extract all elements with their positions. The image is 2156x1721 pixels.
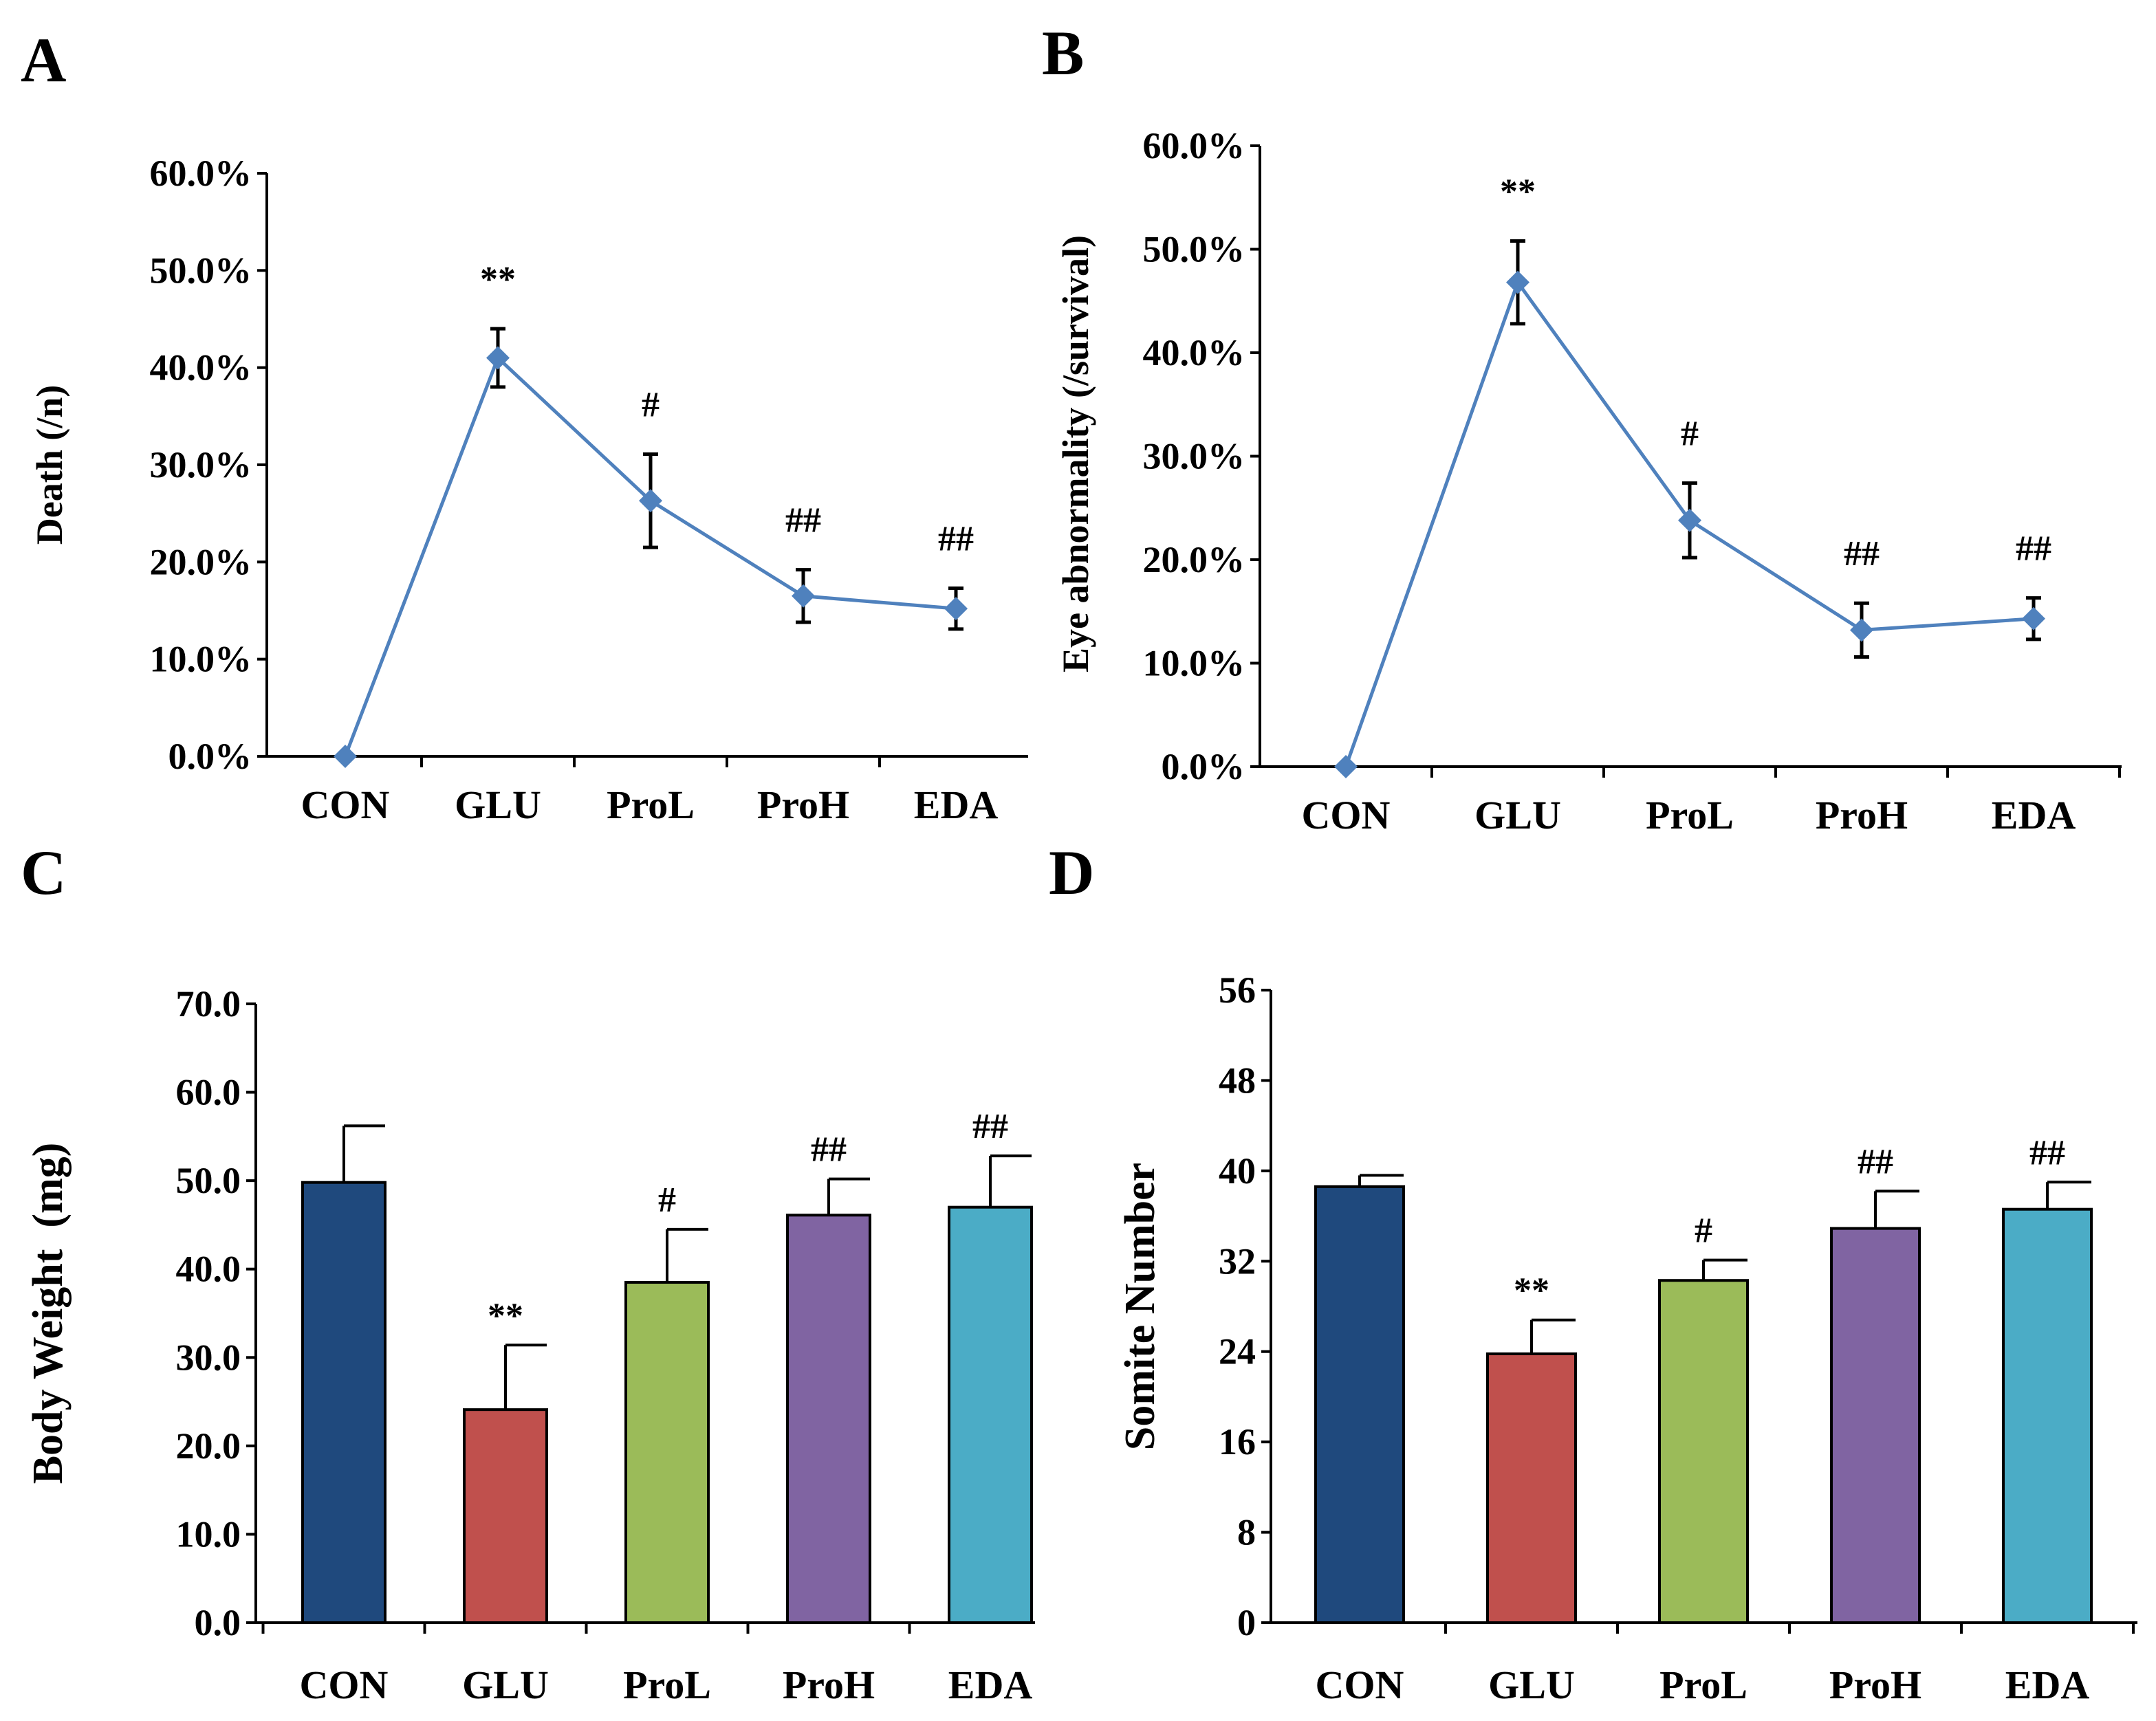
significance-label: ##: [2016, 529, 2051, 569]
bar-proh: [1830, 1227, 1921, 1624]
data-point-proh: [1850, 618, 1873, 642]
x-tick-label-eda: EDA: [948, 1663, 1033, 1707]
data-point-eda: [944, 597, 968, 621]
significance-label: **: [488, 1296, 523, 1335]
y-tick-label: 0.0%: [1162, 746, 1245, 787]
significance-label: #: [1681, 415, 1699, 454]
y-axis-title: Death (/n): [29, 385, 70, 545]
significance-label: ##: [972, 1107, 1008, 1146]
chart-a: 0.0% 10.0% 20.0% 30.0% 40.0% 50.0% 60.0% CON GLU…: [29, 153, 1028, 827]
x-tick-label-proh: ProH: [1829, 1663, 1921, 1707]
y-tick-label: 0: [1237, 1602, 1256, 1643]
bar-eda: [948, 1205, 1033, 1624]
x-tick-label-eda: EDA: [1992, 793, 2076, 837]
significance-label: #: [642, 385, 660, 424]
y-tick-label: 70.0: [176, 983, 241, 1024]
data-point-con: [1334, 755, 1358, 778]
x-tick-label-prol: ProL: [1659, 1663, 1747, 1707]
chart-c: 0.0 10.0 20.0 30.0 40.0 50.0 60.0 70.0 CON GLU Pro…: [25, 983, 1035, 1707]
x-tick-label-proh: ProH: [1816, 793, 1908, 837]
x-tick-label-proh: ProH: [757, 782, 849, 827]
y-tick-label: 10.0%: [1143, 643, 1245, 684]
bar-proh: [786, 1214, 871, 1625]
y-tick-label: 60.0%: [1143, 125, 1245, 166]
bar-con: [1314, 1185, 1405, 1625]
data-point-prol: [639, 489, 662, 513]
y-tick-label: 10.0: [176, 1513, 241, 1555]
bar-eda: [2002, 1207, 2093, 1624]
y-tick-label: 56: [1219, 969, 1256, 1011]
data-point-proh: [792, 584, 815, 608]
y-tick-label: 20.0%: [150, 541, 252, 582]
y-tick-label: 16: [1219, 1421, 1256, 1462]
y-tick-label: 48: [1219, 1060, 1256, 1101]
y-tick-label: 30.0%: [1143, 436, 1245, 477]
y-tick-label: 50.0%: [1143, 229, 1245, 270]
panel-letter-a: A: [21, 25, 66, 95]
panel-letter-b: B: [1042, 18, 1084, 88]
y-tick-label: 50.0%: [150, 250, 252, 291]
data-point-glu: [1506, 270, 1529, 294]
x-tick-label-glu: GLU: [1474, 793, 1561, 837]
x-tick-label-con: CON: [300, 1663, 389, 1707]
significance-label: **: [480, 260, 516, 299]
x-tick-label-con: CON: [1316, 1663, 1404, 1707]
bar-prol: [1658, 1279, 1749, 1624]
bar-prol: [624, 1281, 710, 1624]
x-tick-label-eda: EDA: [914, 782, 999, 827]
bar-con: [301, 1181, 386, 1624]
y-tick-label: 40.0%: [150, 347, 252, 388]
y-tick-label: 20.0: [176, 1425, 241, 1467]
x-tick-label-glu: GLU: [1488, 1663, 1575, 1707]
x-tick-label-con: CON: [301, 782, 390, 827]
panel-letter-c: C: [21, 837, 66, 908]
x-tick-label-prol: ProL: [607, 782, 695, 827]
data-point-eda: [2022, 606, 2045, 631]
data-point-glu: [486, 346, 510, 370]
bar-glu: [1486, 1352, 1577, 1624]
y-tick-label: 20.0%: [1143, 539, 1245, 580]
significance-label: **: [1514, 1271, 1549, 1311]
y-tick-label: 24: [1219, 1331, 1256, 1372]
y-tick-label: 40.0: [176, 1249, 241, 1290]
y-tick-label: 40: [1219, 1150, 1256, 1192]
chart-b: 0.0% 10.0% 20.0% 30.0% 40.0% 50.0% 60.0% CON GLU…: [1055, 125, 2122, 837]
data-point-con: [334, 745, 357, 768]
significance-label: ##: [811, 1130, 847, 1170]
y-tick-label: 8: [1237, 1512, 1256, 1553]
significance-label: ##: [938, 519, 974, 558]
significance-label: **: [1500, 172, 1536, 211]
y-axis-title: Somite Number: [1117, 1163, 1164, 1450]
x-tick-label-proh: ProH: [783, 1663, 875, 1707]
y-tick-label: 0.0: [195, 1602, 241, 1643]
x-tick-label-prol: ProL: [623, 1663, 711, 1707]
y-tick-label: 32: [1219, 1240, 1256, 1282]
x-tick-label-glu: GLU: [455, 782, 541, 827]
y-axis-title: Body Weight (mg): [25, 1143, 72, 1484]
significance-label: #: [658, 1181, 676, 1220]
y-tick-label: 50.0: [176, 1160, 241, 1201]
y-tick-label: 0.0%: [168, 736, 252, 777]
bar-glu: [463, 1408, 548, 1624]
data-point-prol: [1678, 508, 1701, 532]
panel-letter-d: D: [1049, 837, 1094, 908]
significance-label: ##: [785, 501, 821, 540]
chart-d: 0 8 16 24 32 40 48 56 CON GLU ProL ProH EDA Somite Nu…: [1117, 969, 2137, 1707]
x-tick-label-eda: EDA: [2005, 1663, 2090, 1707]
significance-label: ##: [1858, 1142, 1893, 1181]
significance-label: #: [1695, 1212, 1712, 1251]
y-tick-label: 10.0%: [150, 639, 252, 680]
y-tick-label: 30.0%: [150, 444, 252, 485]
y-tick-label: 60.0: [176, 1072, 241, 1113]
x-tick-label-glu: GLU: [462, 1663, 549, 1707]
y-tick-label: 60.0%: [150, 153, 252, 194]
y-tick-label: 40.0%: [1143, 332, 1245, 373]
x-tick-label-prol: ProL: [1646, 793, 1734, 837]
significance-label: ##: [1844, 534, 1880, 573]
x-tick-label-con: CON: [1302, 793, 1391, 837]
y-axis-title: Eye abnormality (/survival): [1055, 235, 1096, 672]
y-tick-label: 30.0: [176, 1337, 241, 1378]
significance-label: ##: [2029, 1133, 2065, 1172]
